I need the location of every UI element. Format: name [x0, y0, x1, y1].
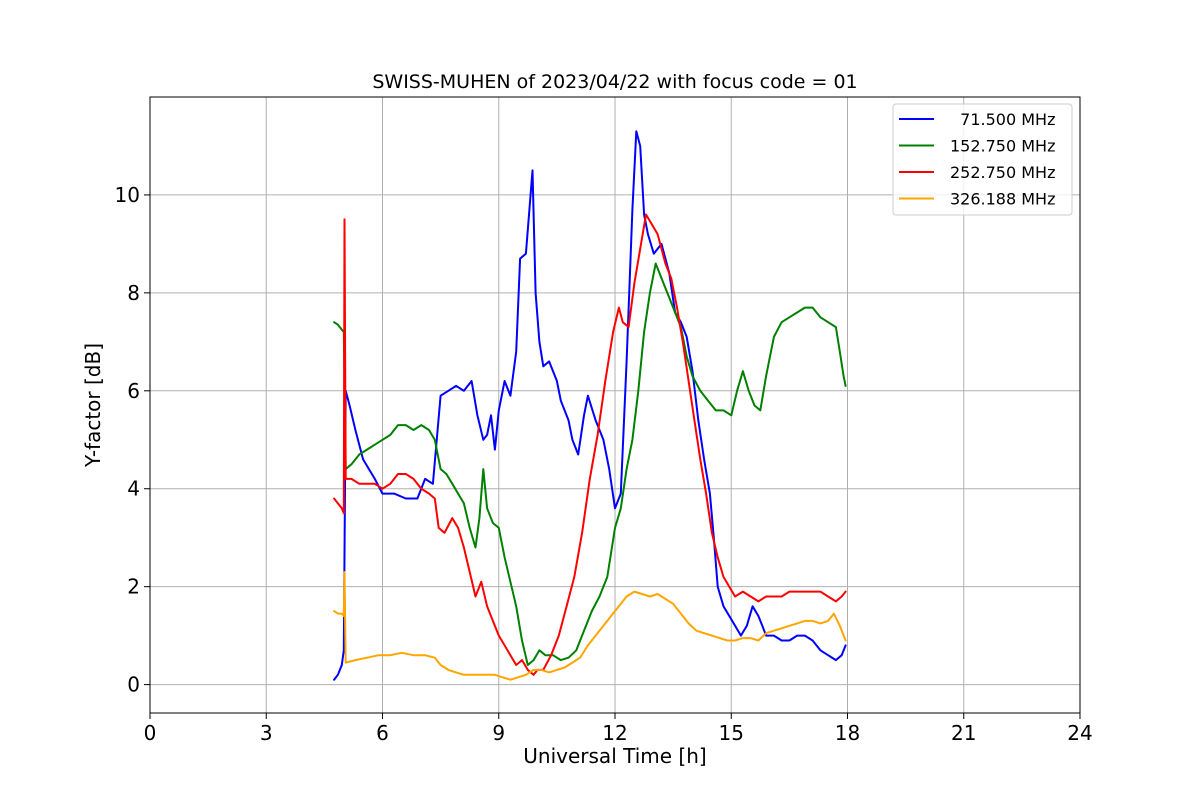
x-axis-label: Universal Time [h]: [523, 744, 706, 768]
y-tick-label: 4: [127, 477, 140, 501]
x-tick-label: 15: [719, 721, 744, 745]
legend-label: 152.750 MHz: [950, 137, 1055, 156]
x-tick-label: 24: [1067, 721, 1092, 745]
x-tick-label: 3: [260, 721, 273, 745]
legend: 71.500 MHz 152.750 MHz 252.750 MHz 326.188 …: [892, 103, 1073, 216]
y-axis-label: Y-factor [dB]: [81, 343, 105, 468]
legend-label: 71.500 MHz: [950, 110, 1055, 129]
y-tick-label: 6: [127, 379, 140, 403]
x-tick-label: 0: [144, 721, 157, 745]
x-tick-label: 12: [602, 721, 627, 745]
chart-title: SWISS-MUHEN of 2023/04/22 with focus cod…: [372, 71, 857, 93]
x-tick-label: 18: [835, 721, 860, 745]
x-tick-label: 21: [951, 721, 976, 745]
series-line-2: [333, 262, 847, 666]
y-tick-label: 2: [127, 575, 140, 599]
legend-label: 252.750 MHz: [950, 163, 1055, 182]
y-tick-label: 10: [115, 183, 140, 207]
series-line-1: [333, 130, 847, 681]
legend-box: [892, 103, 1073, 216]
legend-label: 326.188 MHz: [950, 190, 1055, 209]
y-tick-label: 0: [127, 673, 140, 697]
x-tick-label: 9: [492, 721, 505, 745]
series-layer: [333, 130, 847, 681]
series-line-4: [333, 571, 847, 681]
series-line-3: [333, 213, 847, 676]
y-tick-label: 8: [127, 281, 140, 305]
x-tick-label: 6: [376, 721, 389, 745]
